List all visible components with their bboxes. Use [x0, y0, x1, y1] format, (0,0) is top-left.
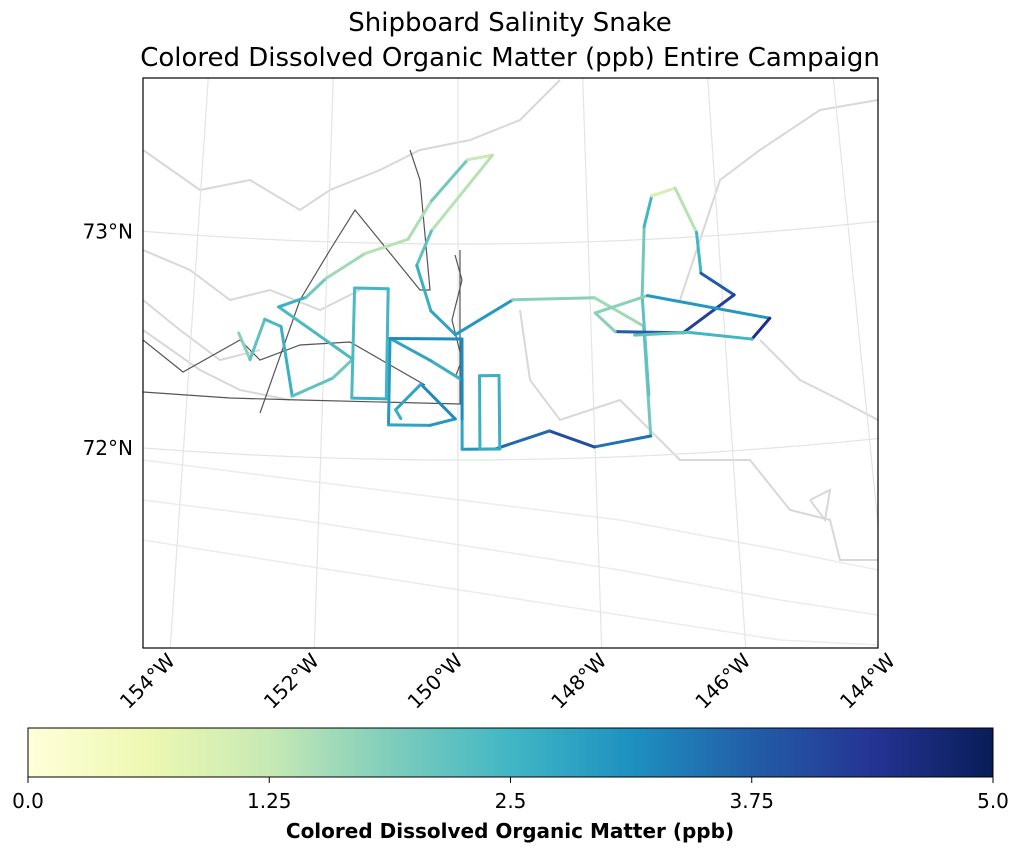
track-segment	[292, 378, 333, 396]
track-segment	[642, 296, 649, 395]
track-segment	[333, 359, 353, 378]
lon-tick-label: 146°W	[690, 648, 755, 713]
colorbar-tick-label: 0.0	[12, 789, 44, 813]
colorbar-label: Colored Dissolved Organic Matter (ppb)	[286, 819, 734, 843]
track-segment	[675, 188, 696, 232]
track-segment	[595, 313, 615, 332]
colorbar-tick-label: 2.5	[495, 789, 527, 813]
subtitle: Colored Dissolved Organic Matter (ppb) E…	[140, 43, 880, 73]
lat-tick-label: 72°N	[83, 436, 133, 460]
track-segment	[642, 227, 644, 296]
lon-tick-label: 144°W	[835, 648, 900, 713]
track-segment	[421, 384, 455, 419]
track-segment	[279, 307, 353, 359]
grid-line	[155, 0, 227, 855]
track-segment	[495, 431, 549, 449]
track-segment	[455, 300, 512, 335]
colorbar-tick-label: 5.0	[977, 789, 1009, 813]
colorbar-tick-label: 1.25	[247, 789, 292, 813]
track-segment	[265, 319, 281, 326]
map-frame	[143, 78, 878, 648]
colorbar	[28, 728, 993, 777]
track-segment	[752, 318, 770, 339]
track-segment	[306, 279, 326, 298]
track-segment	[430, 419, 455, 425]
track-segment	[549, 431, 594, 447]
track-segment	[431, 311, 455, 335]
track-segment	[389, 338, 390, 424]
grid-line	[805, 0, 913, 855]
lon-tick-label: 154°W	[115, 648, 180, 713]
title: Shipboard Salinity Snake	[348, 8, 672, 38]
lat-tick-label: 73°N	[83, 219, 133, 243]
track-segment	[390, 338, 431, 360]
grid-line	[574, 0, 610, 855]
track-segment	[499, 376, 500, 449]
track-segment	[396, 410, 401, 419]
colorbar-tick-label: 3.75	[729, 789, 774, 813]
track-segment	[355, 288, 389, 289]
track-segment	[396, 384, 421, 410]
contour	[680, 100, 878, 300]
contour	[143, 300, 260, 360]
ship-tracks	[143, 150, 462, 413]
contour	[143, 80, 560, 210]
lon-tick-label: 148°W	[546, 648, 611, 713]
track-segment	[683, 295, 734, 333]
shelf-contours	[143, 460, 878, 645]
lon-tick-label: 150°W	[403, 648, 468, 713]
contour	[520, 310, 878, 560]
track-segment	[250, 319, 265, 359]
contour	[143, 540, 878, 645]
track-segment	[689, 332, 752, 339]
track-segment	[644, 196, 652, 227]
track-segment	[386, 289, 388, 399]
track-segment	[594, 436, 650, 447]
grid-line	[3, 200, 1022, 244]
track-segment	[352, 288, 355, 398]
track-segment	[352, 398, 387, 399]
track-segment	[417, 231, 432, 265]
track-segment	[513, 298, 595, 300]
track-segment	[390, 338, 462, 339]
ship-track	[143, 250, 460, 404]
grid-line	[689, 0, 761, 855]
track-segment	[365, 239, 408, 253]
lon-tick-label: 152°W	[259, 648, 324, 713]
track-segment	[701, 273, 734, 295]
grid-line	[306, 0, 342, 855]
track-segment	[326, 254, 365, 279]
track-segment	[652, 188, 675, 196]
track-segment	[408, 201, 432, 240]
